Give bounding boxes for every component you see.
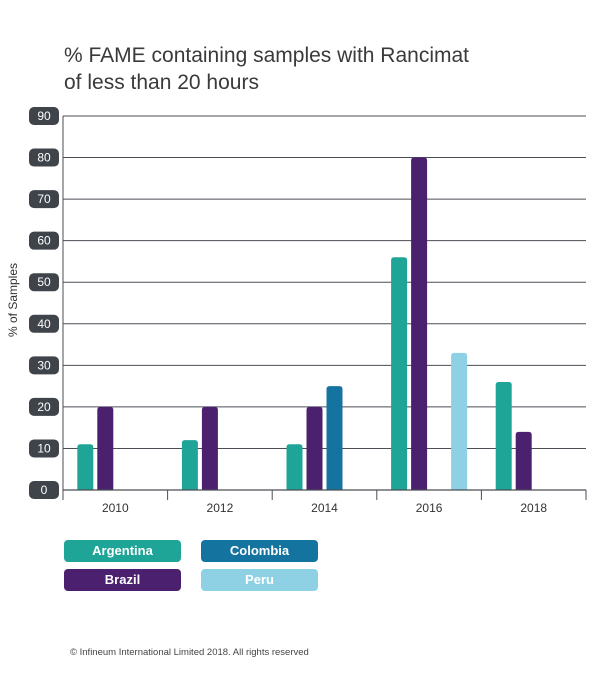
x-tick-label: 2016 xyxy=(416,501,443,515)
x-tick-label: 2014 xyxy=(311,501,338,515)
chart-title-line-1: % FAME containing samples with Rancimat xyxy=(64,44,469,67)
y-axis-label: % of Samples xyxy=(6,263,20,337)
y-tick: 30 xyxy=(29,356,59,375)
y-tick: 50 xyxy=(29,273,59,292)
y-tick-badge xyxy=(29,356,59,375)
y-tick-badge xyxy=(29,314,59,333)
y-tick-badge xyxy=(29,397,59,416)
legend-item-argentina: Argentina xyxy=(64,540,181,562)
bar-brazil-2010 xyxy=(97,406,114,490)
legend-label-colombia: Colombia xyxy=(229,543,290,558)
y-tick-badge xyxy=(29,273,59,292)
y-tick-badge xyxy=(29,231,59,250)
bar-peru-2016 xyxy=(451,352,468,490)
bar-brazil-2012 xyxy=(201,406,218,490)
bar-argentina-2018 xyxy=(495,381,512,490)
y-tick-label: 40 xyxy=(37,317,51,331)
legend-item-brazil: Brazil xyxy=(64,569,181,591)
bars xyxy=(77,157,532,491)
bar-colombia-2014 xyxy=(326,386,343,490)
y-tick-badge xyxy=(29,148,59,167)
y-tick: 20 xyxy=(29,397,59,416)
chart-title-line-2: of less than 20 hours xyxy=(64,71,259,94)
legend-label-argentina: Argentina xyxy=(92,543,153,558)
y-tick-label: 10 xyxy=(37,441,51,455)
bar-argentina-2016 xyxy=(391,257,408,490)
y-tick: 70 xyxy=(29,190,59,209)
y-tick-badge xyxy=(29,439,59,458)
y-tick-label: 90 xyxy=(37,109,51,123)
y-tick-badge xyxy=(29,107,59,125)
legend-item-peru: Peru xyxy=(201,569,318,591)
bar-chart: 0 10 20 30 40 50 60 70 80 90 2010 2012 2014 2016 2018… xyxy=(6,107,587,515)
copyright-notice: © Infineum International Limited 2018. A… xyxy=(70,647,309,658)
y-tick: 40 xyxy=(29,314,59,333)
legend-label-brazil: Brazil xyxy=(104,572,141,587)
y-tick: 10 xyxy=(29,439,59,458)
bar-brazil-2016 xyxy=(411,157,428,491)
bar-brazil-2018 xyxy=(515,431,532,490)
x-axis: 2010 2012 2014 2016 2018 xyxy=(62,116,587,515)
bar-argentina-2012 xyxy=(181,440,198,490)
bar-brazil-2014 xyxy=(306,406,323,490)
x-tick-label: 2010 xyxy=(102,501,129,515)
y-tick-label: 20 xyxy=(37,400,51,414)
y-tick-label: 80 xyxy=(37,151,51,165)
x-tick-label: 2018 xyxy=(520,501,547,515)
y-tick: 60 xyxy=(29,231,59,250)
y-tick-label: 50 xyxy=(37,275,51,289)
y-tick-badge xyxy=(29,481,59,499)
chart-title: % FAME containing samples with Rancimat … xyxy=(64,42,564,96)
y-tick-label: 30 xyxy=(37,358,51,372)
y-tick-label: 70 xyxy=(37,192,51,206)
y-axis-ticks: 0 10 20 30 40 50 60 70 80 90 xyxy=(29,107,59,499)
y-tick: 90 xyxy=(29,107,59,125)
x-tick-label: 2012 xyxy=(207,501,234,515)
y-tick-label: 0 xyxy=(41,483,48,497)
y-tick: 0 xyxy=(29,481,59,499)
y-tick-badge xyxy=(29,190,59,209)
bar-argentina-2010 xyxy=(77,444,94,490)
y-tick: 80 xyxy=(29,148,59,167)
legend-label-peru: Peru xyxy=(245,572,274,587)
legend-item-colombia: Colombia xyxy=(201,540,318,562)
bar-argentina-2014 xyxy=(286,444,303,490)
y-tick-label: 60 xyxy=(37,234,51,248)
